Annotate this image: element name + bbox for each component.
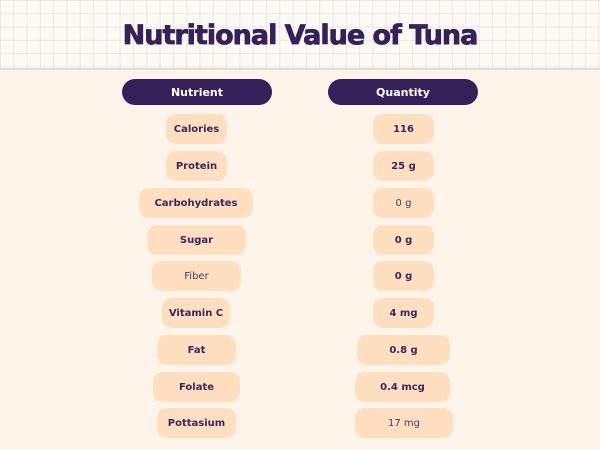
nutrient-cell: Fiber	[152, 261, 241, 291]
nutrient-cell: Folate	[153, 372, 240, 402]
nutrient-cell: Calories	[166, 114, 227, 144]
page-title: Nutritional Value of Tuna	[122, 20, 479, 52]
quantity-cell: 17 mg	[355, 408, 453, 438]
nutrient-cell: Vitamin C	[162, 298, 230, 328]
column-header-nutrient: Nutrient	[122, 79, 272, 105]
quantity-cell: 4 mg	[373, 298, 434, 328]
header-band	[0, 0, 600, 70]
quantity-cell: 116	[373, 114, 434, 144]
quantity-cell: 0 g	[373, 188, 434, 218]
nutrient-cell: Protein	[166, 151, 227, 181]
quantity-cell: 0.8 g	[357, 335, 450, 365]
quantity-cell: 25 g	[373, 151, 434, 181]
nutrient-cell: Sugar	[147, 225, 246, 255]
nutrient-cell: Carbohydrates	[139, 188, 253, 218]
quantity-cell: 0.4 mcg	[355, 372, 450, 402]
quantity-cell: 0 g	[373, 225, 434, 255]
column-header-quantity: Quantity	[328, 79, 478, 105]
nutrient-cell: Fat	[157, 335, 236, 365]
quantity-cell: 0 g	[373, 261, 434, 291]
nutrient-cell: Pottasium	[157, 408, 236, 438]
